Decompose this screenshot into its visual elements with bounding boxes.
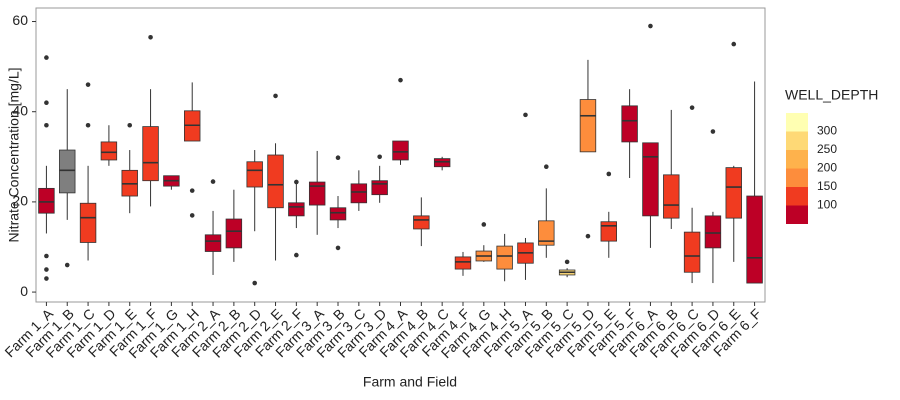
outlier (189, 213, 195, 218)
outlier (523, 112, 528, 118)
outlier (689, 105, 695, 110)
box (350, 183, 368, 204)
outlier (85, 82, 91, 87)
legend-swatch (786, 150, 808, 169)
outlier (127, 122, 133, 128)
legend-swatch (786, 205, 808, 224)
outlier (44, 267, 49, 272)
legend-title: WELL_DEPTH (785, 87, 878, 103)
box (704, 215, 722, 249)
outlier (398, 77, 403, 83)
outlier (44, 100, 49, 105)
outlier (585, 233, 591, 239)
box (100, 141, 118, 161)
legend-swatch (786, 131, 808, 150)
y-axis-title: Nitrate Concentration [mg/L] (6, 67, 22, 242)
legend-swatch (786, 168, 808, 187)
outlier (710, 129, 716, 134)
box (38, 187, 55, 214)
box (225, 218, 243, 249)
outlier (44, 276, 49, 281)
legend-label: 200 (817, 161, 837, 175)
box (246, 161, 263, 188)
box (683, 231, 701, 273)
box (308, 181, 326, 206)
outlier (44, 55, 49, 60)
outlier (273, 93, 278, 99)
box (413, 215, 430, 230)
outlier (252, 280, 257, 286)
box (621, 105, 638, 143)
outlier (85, 122, 91, 128)
outlier (294, 179, 299, 185)
box (746, 195, 763, 284)
outlier (210, 179, 216, 184)
outlier (481, 222, 487, 227)
box (538, 220, 555, 246)
box (59, 149, 76, 194)
outlier (544, 164, 549, 170)
box (142, 126, 159, 182)
box (288, 202, 305, 217)
outlier (335, 155, 341, 161)
box (725, 167, 742, 219)
box (496, 245, 513, 270)
outlier (189, 188, 195, 193)
outlier (44, 122, 49, 128)
x-axis-title: Farm and Field (363, 374, 457, 390)
box (642, 142, 659, 217)
box (267, 154, 284, 209)
box (663, 174, 680, 219)
box (79, 202, 97, 243)
box (371, 180, 388, 196)
box (579, 99, 597, 153)
legend-swatch (786, 113, 808, 132)
box (204, 234, 222, 252)
outlier (606, 171, 612, 177)
y-tick-label: 0 (20, 283, 28, 299)
outlier (731, 41, 737, 47)
legend-label: 100 (817, 198, 837, 212)
legend-label: 150 (817, 179, 837, 193)
outlier (335, 245, 341, 251)
y-tick-label: 60 (12, 12, 28, 28)
y-tick-label: 20 (12, 193, 28, 209)
outlier (564, 259, 570, 265)
outlier (148, 35, 153, 40)
outlier (294, 252, 299, 258)
legend-label: 300 (817, 124, 837, 138)
legend-swatch (786, 187, 808, 206)
box (433, 158, 451, 168)
outlier (377, 154, 382, 160)
legend-label: 250 (817, 142, 837, 156)
box (329, 207, 347, 221)
box (392, 140, 409, 161)
outlier (648, 23, 653, 29)
box (454, 256, 472, 270)
y-tick-label: 40 (12, 102, 28, 118)
box (600, 221, 617, 242)
outlier (64, 262, 70, 268)
outlier (44, 253, 49, 259)
